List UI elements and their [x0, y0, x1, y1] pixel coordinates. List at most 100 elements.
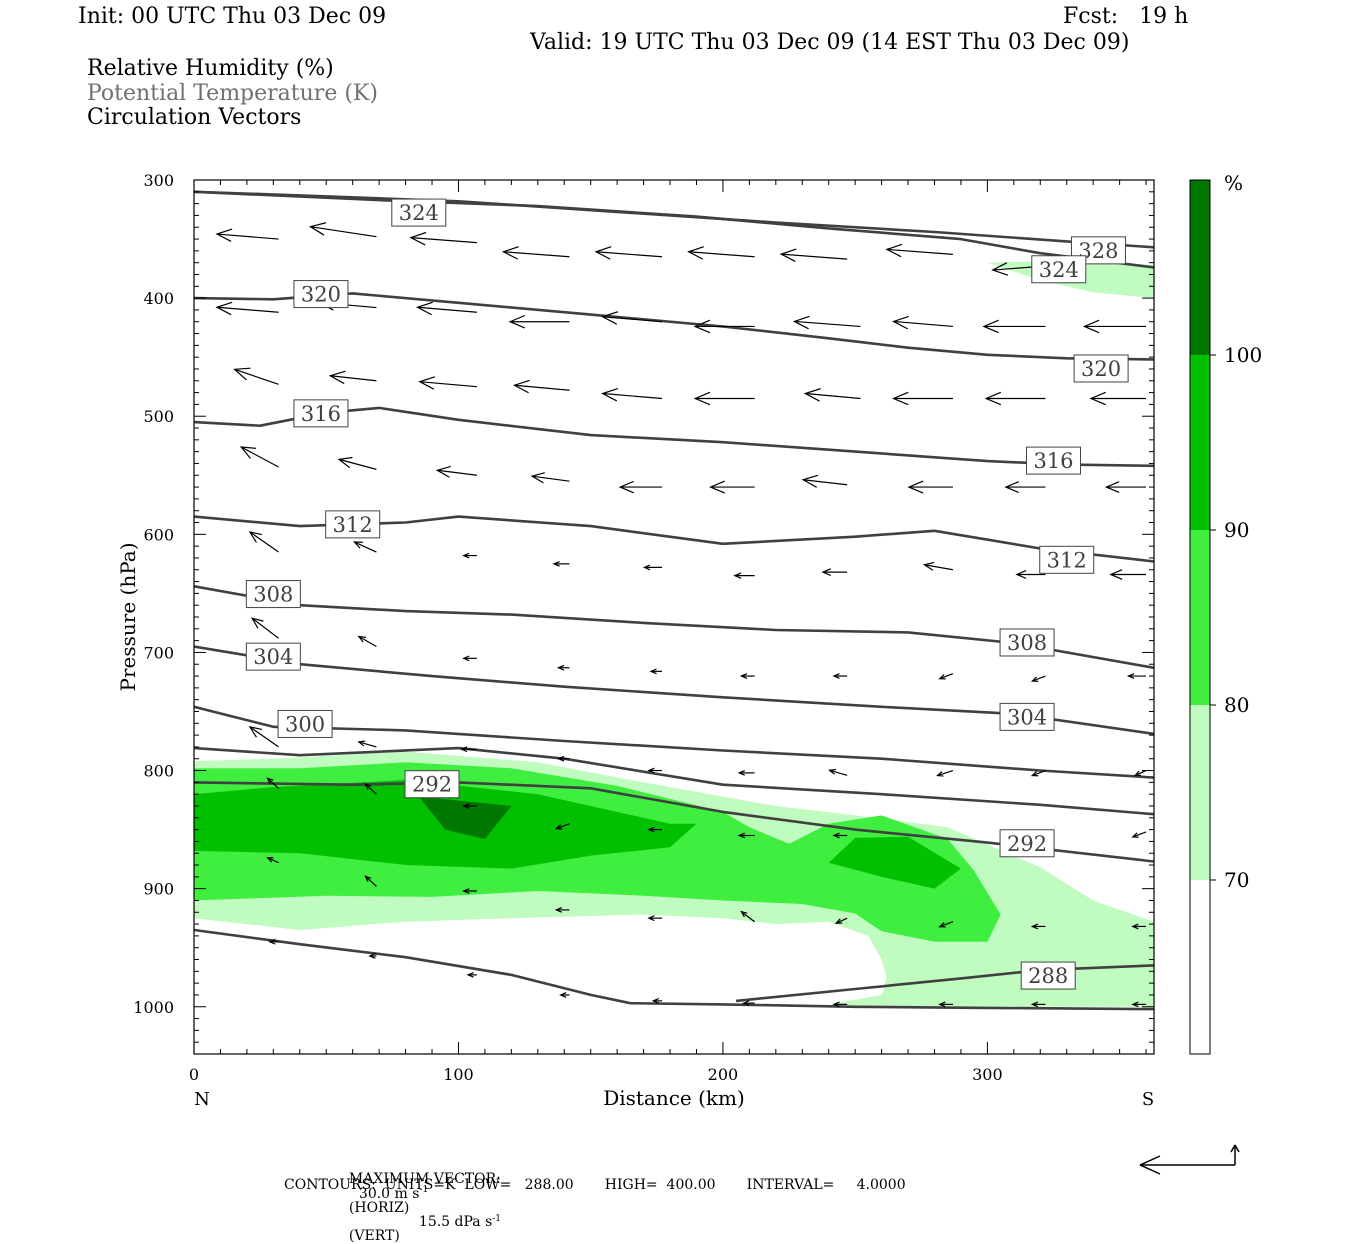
- vector-arrow-11: [415, 301, 477, 316]
- vector-arrow-74: [737, 832, 755, 839]
- rh-region-100-4: [418, 796, 512, 839]
- vector-arrow-46: [922, 561, 954, 571]
- theta-label-text: 316: [1033, 449, 1073, 473]
- vector-arrow-45: [821, 568, 848, 576]
- vector-arrow-75: [832, 832, 848, 839]
- theta-label-text: 312: [1047, 548, 1087, 572]
- y-tick-label: 500: [143, 407, 174, 426]
- theta-label-text: 320: [1081, 357, 1121, 381]
- theta-label-288-0: 288: [1020, 961, 1076, 990]
- max-vector-vert: 15.5 dPa s: [418, 1214, 493, 1231]
- vector-arrow-76: [1131, 831, 1147, 838]
- vector-arrow-95: [1030, 1001, 1046, 1008]
- vector-arrow-37: [1004, 481, 1046, 494]
- vector-arrow-39: [248, 531, 279, 553]
- theta-label-text: 316: [301, 402, 341, 426]
- field-rh-label: Relative Humidity (%): [87, 56, 334, 81]
- colorbar: % 100 90 80 70: [1189, 171, 1262, 1055]
- vector-arrow-91: [651, 997, 663, 1004]
- vector-arrow-80: [554, 907, 570, 913]
- vector-arrow-26: [892, 391, 953, 406]
- theta-label-text: 304: [253, 645, 293, 669]
- vector-arrow-4: [594, 246, 663, 260]
- vector-arrow-34: [709, 480, 755, 494]
- vector-arrow-38: [1104, 481, 1146, 494]
- colorbar-label-90: 90: [1224, 518, 1249, 542]
- rh-region-90-3: [828, 836, 961, 889]
- reference-vector-icon: [1139, 1144, 1240, 1175]
- vector-arrow-92: [742, 1000, 755, 1007]
- vector-arrow-59: [248, 726, 279, 748]
- theta-label-320-0: 320: [293, 280, 349, 309]
- colorbar-label-70: 70: [1224, 868, 1249, 892]
- y-tick-label: 300: [143, 171, 174, 190]
- vector-arrow-25: [803, 388, 861, 402]
- vector-arrow-3: [501, 246, 570, 260]
- colorbar-band-100: [1190, 180, 1210, 355]
- max-vector-label: MAXIMUM VECTOR:: [348, 1171, 501, 1187]
- vector-arrow-63: [647, 767, 663, 774]
- vector-arrow-12: [508, 314, 570, 329]
- x-tick-label: 200: [708, 1065, 739, 1084]
- theta-contour-308: [194, 585, 1154, 670]
- max-vector-horiz: 30.0 m s: [358, 1185, 420, 1202]
- colorbar-band-70: [1190, 705, 1210, 880]
- vector-arrow-13: [601, 311, 663, 325]
- vector-arrow-41: [462, 552, 477, 559]
- vector-arrow-60: [357, 740, 377, 748]
- vector-arrow-29: [239, 446, 279, 468]
- x-end-label-south: S: [1142, 1089, 1154, 1110]
- vector-arrow-27: [984, 391, 1046, 406]
- vector-arrow-22: [512, 379, 570, 394]
- theta-contour-296: [194, 746, 1154, 816]
- vector-arrow-96: [1131, 1001, 1146, 1008]
- horiz-unit-exponent: -1: [419, 1185, 429, 1195]
- theta-label-text: 320: [301, 283, 341, 307]
- vector-arrow-61: [459, 746, 477, 753]
- vector-arrow-70: [364, 783, 377, 795]
- vector-arrow-50: [357, 635, 377, 648]
- colorbar-band-90: [1190, 355, 1210, 530]
- theta-label-text: 308: [253, 583, 293, 607]
- vector-arrow-15: [792, 315, 861, 330]
- theta-label-text: 304: [1007, 705, 1047, 729]
- field-vectors-label: Circulation Vectors: [87, 105, 302, 130]
- theta-contour-324: [194, 190, 1154, 269]
- vector-arrow-19: [233, 367, 279, 385]
- y-tick-label: 800: [143, 762, 174, 781]
- vector-arrow-43: [642, 564, 663, 571]
- vector-arrow-88: [368, 953, 377, 959]
- vector-arrow-67: [1030, 769, 1046, 777]
- vector-arrow-62: [556, 755, 570, 762]
- vector-arrow-85: [1030, 923, 1046, 930]
- theta-contour-284: [194, 928, 1154, 1011]
- theta-label-text: 292: [1007, 832, 1047, 856]
- theta-label-text: 300: [285, 712, 325, 736]
- vector-arrow-64: [737, 770, 755, 776]
- theta-label-312-0: 312: [325, 510, 381, 539]
- vector-arrow-21: [418, 376, 477, 390]
- theta-contour-304: [194, 645, 1154, 736]
- vert-tag: (VERT): [348, 1228, 400, 1244]
- vector-arrow-66: [936, 769, 954, 777]
- vector-arrow-93: [832, 1001, 848, 1008]
- vector-arrow-53: [649, 668, 663, 675]
- vector-arrow-73: [647, 826, 663, 833]
- vector-arrow-33: [618, 480, 663, 494]
- vector-arrow-56: [938, 673, 954, 680]
- theta-contour-292: [194, 781, 1154, 863]
- vector-arrow-57: [1030, 675, 1046, 682]
- vector-arrow-58: [1126, 673, 1146, 680]
- vector-arrow-86: [1131, 923, 1146, 930]
- y-tick-label: 1000: [133, 998, 174, 1017]
- vector-arrow-52: [556, 664, 570, 671]
- colorbar-label-100: 100: [1224, 343, 1262, 367]
- theta-label-328-0: 328: [1070, 236, 1126, 265]
- vector-arrow-49: [250, 617, 279, 639]
- vector-arrow-16: [892, 315, 953, 330]
- y-axis-title: Pressure (hPa): [116, 543, 140, 692]
- vector-arrow-18: [1082, 319, 1146, 334]
- vector-arrow-20: [328, 370, 377, 385]
- vector-arrow-1: [308, 222, 377, 238]
- vector-arrow-23: [601, 387, 663, 402]
